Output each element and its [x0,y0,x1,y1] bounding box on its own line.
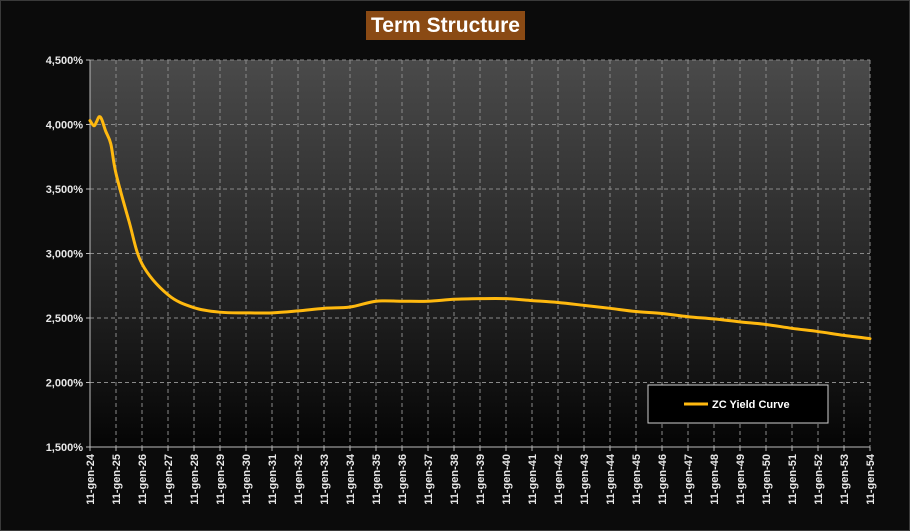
x-tick-label: 11-gen-50 [761,454,773,505]
x-tick-label: 11-gen-29 [215,454,227,505]
y-tick-label: 2,500% [46,313,84,325]
x-tick-label: 11-gen-39 [475,454,487,505]
x-tick-label: 11-gen-32 [293,454,305,505]
y-tick-label: 2,000% [46,378,84,390]
x-tick-label: 11-gen-52 [813,454,825,505]
x-tick-label: 11-gen-35 [371,454,383,505]
y-tick-label: 3,500% [46,184,84,196]
x-tick-label: 11-gen-33 [319,454,331,505]
x-tick-label: 11-gen-48 [709,454,721,505]
y-tick-label: 4,000% [46,120,84,132]
y-tick-label: 4,500% [46,55,84,67]
x-tick-label: 11-gen-24 [85,453,97,505]
x-tick-label: 11-gen-30 [241,454,253,505]
legend-label: ZC Yield Curve [712,399,790,411]
axis-layer: 1,500% 2,000% 2,500% 3,000% 3,500% 4,000% 4,50… [46,55,877,505]
x-tick-label: 11-gen-47 [683,454,695,505]
x-tick-label: 11-gen-40 [501,454,513,505]
x-tick-label: 11-gen-34 [345,453,357,505]
x-tick-label: 11-gen-44 [605,453,617,505]
x-tick-label: 11-gen-36 [397,454,409,505]
x-tick-label: 11-gen-53 [839,454,851,505]
chart-title: Term Structure [366,11,525,40]
series-line-zc-yield-curve [88,115,872,341]
x-tick-label: 11-gen-45 [631,454,643,505]
y-tick-label: 1,500% [46,442,84,454]
legend-box [647,384,829,424]
x-tick-label: 11-gen-31 [267,454,279,505]
legend: ZC Yield Curve [647,384,829,424]
x-tick-label: 11-gen-49 [735,454,747,505]
x-tick-label: 11-gen-41 [527,454,539,505]
x-tick-label: 11-gen-54 [865,453,877,505]
x-tick-label: 11-gen-42 [553,454,565,505]
x-tick-label: 11-gen-27 [163,454,175,505]
x-tick-label: 11-gen-43 [579,454,591,505]
x-tick-label: 11-gen-37 [423,454,435,505]
x-tick-label: 11-gen-51 [787,454,799,505]
series-layer [88,115,872,341]
y-tick-label: 3,000% [46,249,84,261]
x-tick-label: 11-gen-26 [137,454,149,505]
x-tick-label: 11-gen-25 [111,454,123,505]
grid-layer [89,59,871,448]
x-tick-label: 11-gen-46 [657,454,669,505]
x-tick-label: 11-gen-28 [189,454,201,505]
x-tick-label: 11-gen-38 [449,454,461,505]
